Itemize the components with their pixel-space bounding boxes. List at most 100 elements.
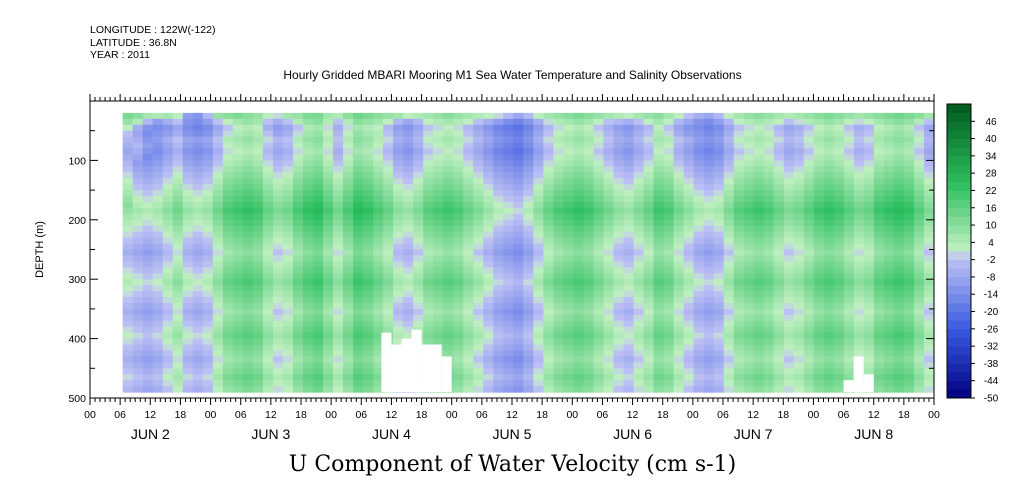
heatmap-cell	[603, 142, 615, 150]
heatmap-cell	[343, 237, 354, 245]
heatmap-cell	[653, 255, 665, 262]
heatmap-cell	[322, 237, 334, 245]
heatmap-cell	[533, 136, 544, 144]
heatmap-cell	[583, 243, 595, 251]
heatmap-cell	[513, 291, 524, 298]
heatmap-cell	[693, 160, 705, 167]
heatmap-cell	[232, 291, 244, 298]
heatmap-cell	[322, 267, 334, 274]
heatmap-cell	[182, 332, 194, 340]
heatmap-cell	[813, 166, 825, 173]
heatmap-cell	[833, 142, 845, 150]
heatmap-cell	[272, 178, 284, 185]
y-tick-label: 200	[68, 215, 86, 227]
heatmap-cell	[743, 374, 755, 381]
heatmap-cell	[613, 261, 625, 268]
heatmap-cell	[333, 267, 344, 274]
heatmap-cell	[693, 255, 705, 262]
heatmap-cell	[573, 243, 585, 251]
heatmap-cell	[903, 326, 915, 334]
heatmap-cell	[242, 231, 254, 239]
heatmap-cell	[593, 124, 605, 132]
heatmap-cell	[703, 285, 715, 292]
heatmap-cell	[212, 261, 224, 268]
heatmap-cell	[423, 261, 434, 268]
heatmap-cell	[853, 279, 865, 286]
heatmap-cell	[322, 190, 334, 197]
heatmap-cell	[793, 130, 805, 138]
heatmap-cell	[262, 326, 274, 334]
heatmap-cell	[623, 320, 635, 328]
heatmap-cell	[212, 279, 224, 286]
heatmap-cell	[232, 267, 244, 274]
heatmap-cell	[563, 338, 575, 346]
heatmap-cell	[753, 332, 765, 340]
heatmap-cell	[322, 374, 334, 381]
heatmap-cell	[353, 196, 364, 203]
heatmap-cell	[202, 136, 214, 144]
heatmap-cell	[873, 255, 885, 262]
heatmap-cell	[453, 243, 464, 251]
heatmap-cell	[643, 118, 655, 126]
heatmap-cell	[893, 207, 905, 215]
heatmap-cell	[773, 380, 785, 387]
heatmap-cell	[192, 166, 204, 173]
heatmap-cell	[443, 302, 454, 310]
heatmap-cell	[623, 255, 635, 262]
heatmap-cell	[773, 261, 785, 268]
heatmap-cell	[142, 362, 154, 369]
heatmap-cell	[773, 196, 785, 203]
heatmap-cell	[643, 130, 655, 138]
heatmap-cell	[713, 267, 725, 274]
heatmap-cell	[212, 130, 224, 138]
heatmap-cell	[773, 356, 785, 363]
heatmap-cell	[753, 130, 765, 138]
heatmap-cell	[823, 237, 835, 245]
heatmap-cell	[623, 154, 635, 161]
heatmap-cell	[453, 130, 464, 138]
heatmap-cell	[322, 380, 334, 387]
heatmap-cell	[383, 267, 394, 274]
heatmap-cell	[653, 249, 665, 257]
heatmap-cell	[763, 350, 775, 358]
heatmap-cell	[843, 344, 855, 352]
heatmap-cell	[292, 225, 304, 233]
heatmap-cell	[553, 261, 564, 268]
heatmap-cell	[353, 201, 364, 209]
heatmap-cell	[743, 332, 755, 340]
heatmap-cell	[803, 178, 815, 185]
heatmap-cell	[212, 356, 224, 363]
heatmap-cell	[132, 368, 144, 375]
heatmap-cell	[513, 201, 524, 209]
heatmap-cell	[673, 350, 685, 358]
heatmap-cell	[463, 112, 474, 120]
heatmap-cell	[513, 255, 524, 262]
heatmap-cell	[773, 362, 785, 369]
heatmap-cell	[563, 291, 575, 298]
heatmap-cell	[333, 261, 344, 268]
heatmap-cell	[212, 148, 224, 156]
heatmap-cell	[142, 320, 154, 328]
heatmap-cell	[763, 154, 775, 161]
heatmap-cell	[453, 225, 464, 233]
heatmap-cell	[813, 338, 825, 346]
heatmap-cell	[212, 380, 224, 387]
heatmap-cell	[463, 184, 474, 191]
heatmap-cell	[172, 219, 184, 227]
x-tick-label: 00	[205, 409, 217, 421]
heatmap-cell	[613, 201, 625, 209]
heatmap-cell	[673, 249, 685, 257]
heatmap-cell	[172, 356, 184, 363]
heatmap-cell	[663, 297, 675, 304]
heatmap-cell	[162, 344, 174, 352]
heatmap-cell	[473, 314, 484, 322]
heatmap-cell	[673, 178, 685, 185]
heatmap-cell	[242, 314, 254, 322]
heatmap-cell	[623, 243, 635, 251]
heatmap-cell	[383, 154, 394, 161]
heatmap-cell	[503, 112, 514, 120]
heatmap-cell	[613, 237, 625, 245]
heatmap-cell	[623, 386, 635, 393]
heatmap-cell	[643, 320, 655, 328]
heatmap-cell	[393, 190, 404, 197]
